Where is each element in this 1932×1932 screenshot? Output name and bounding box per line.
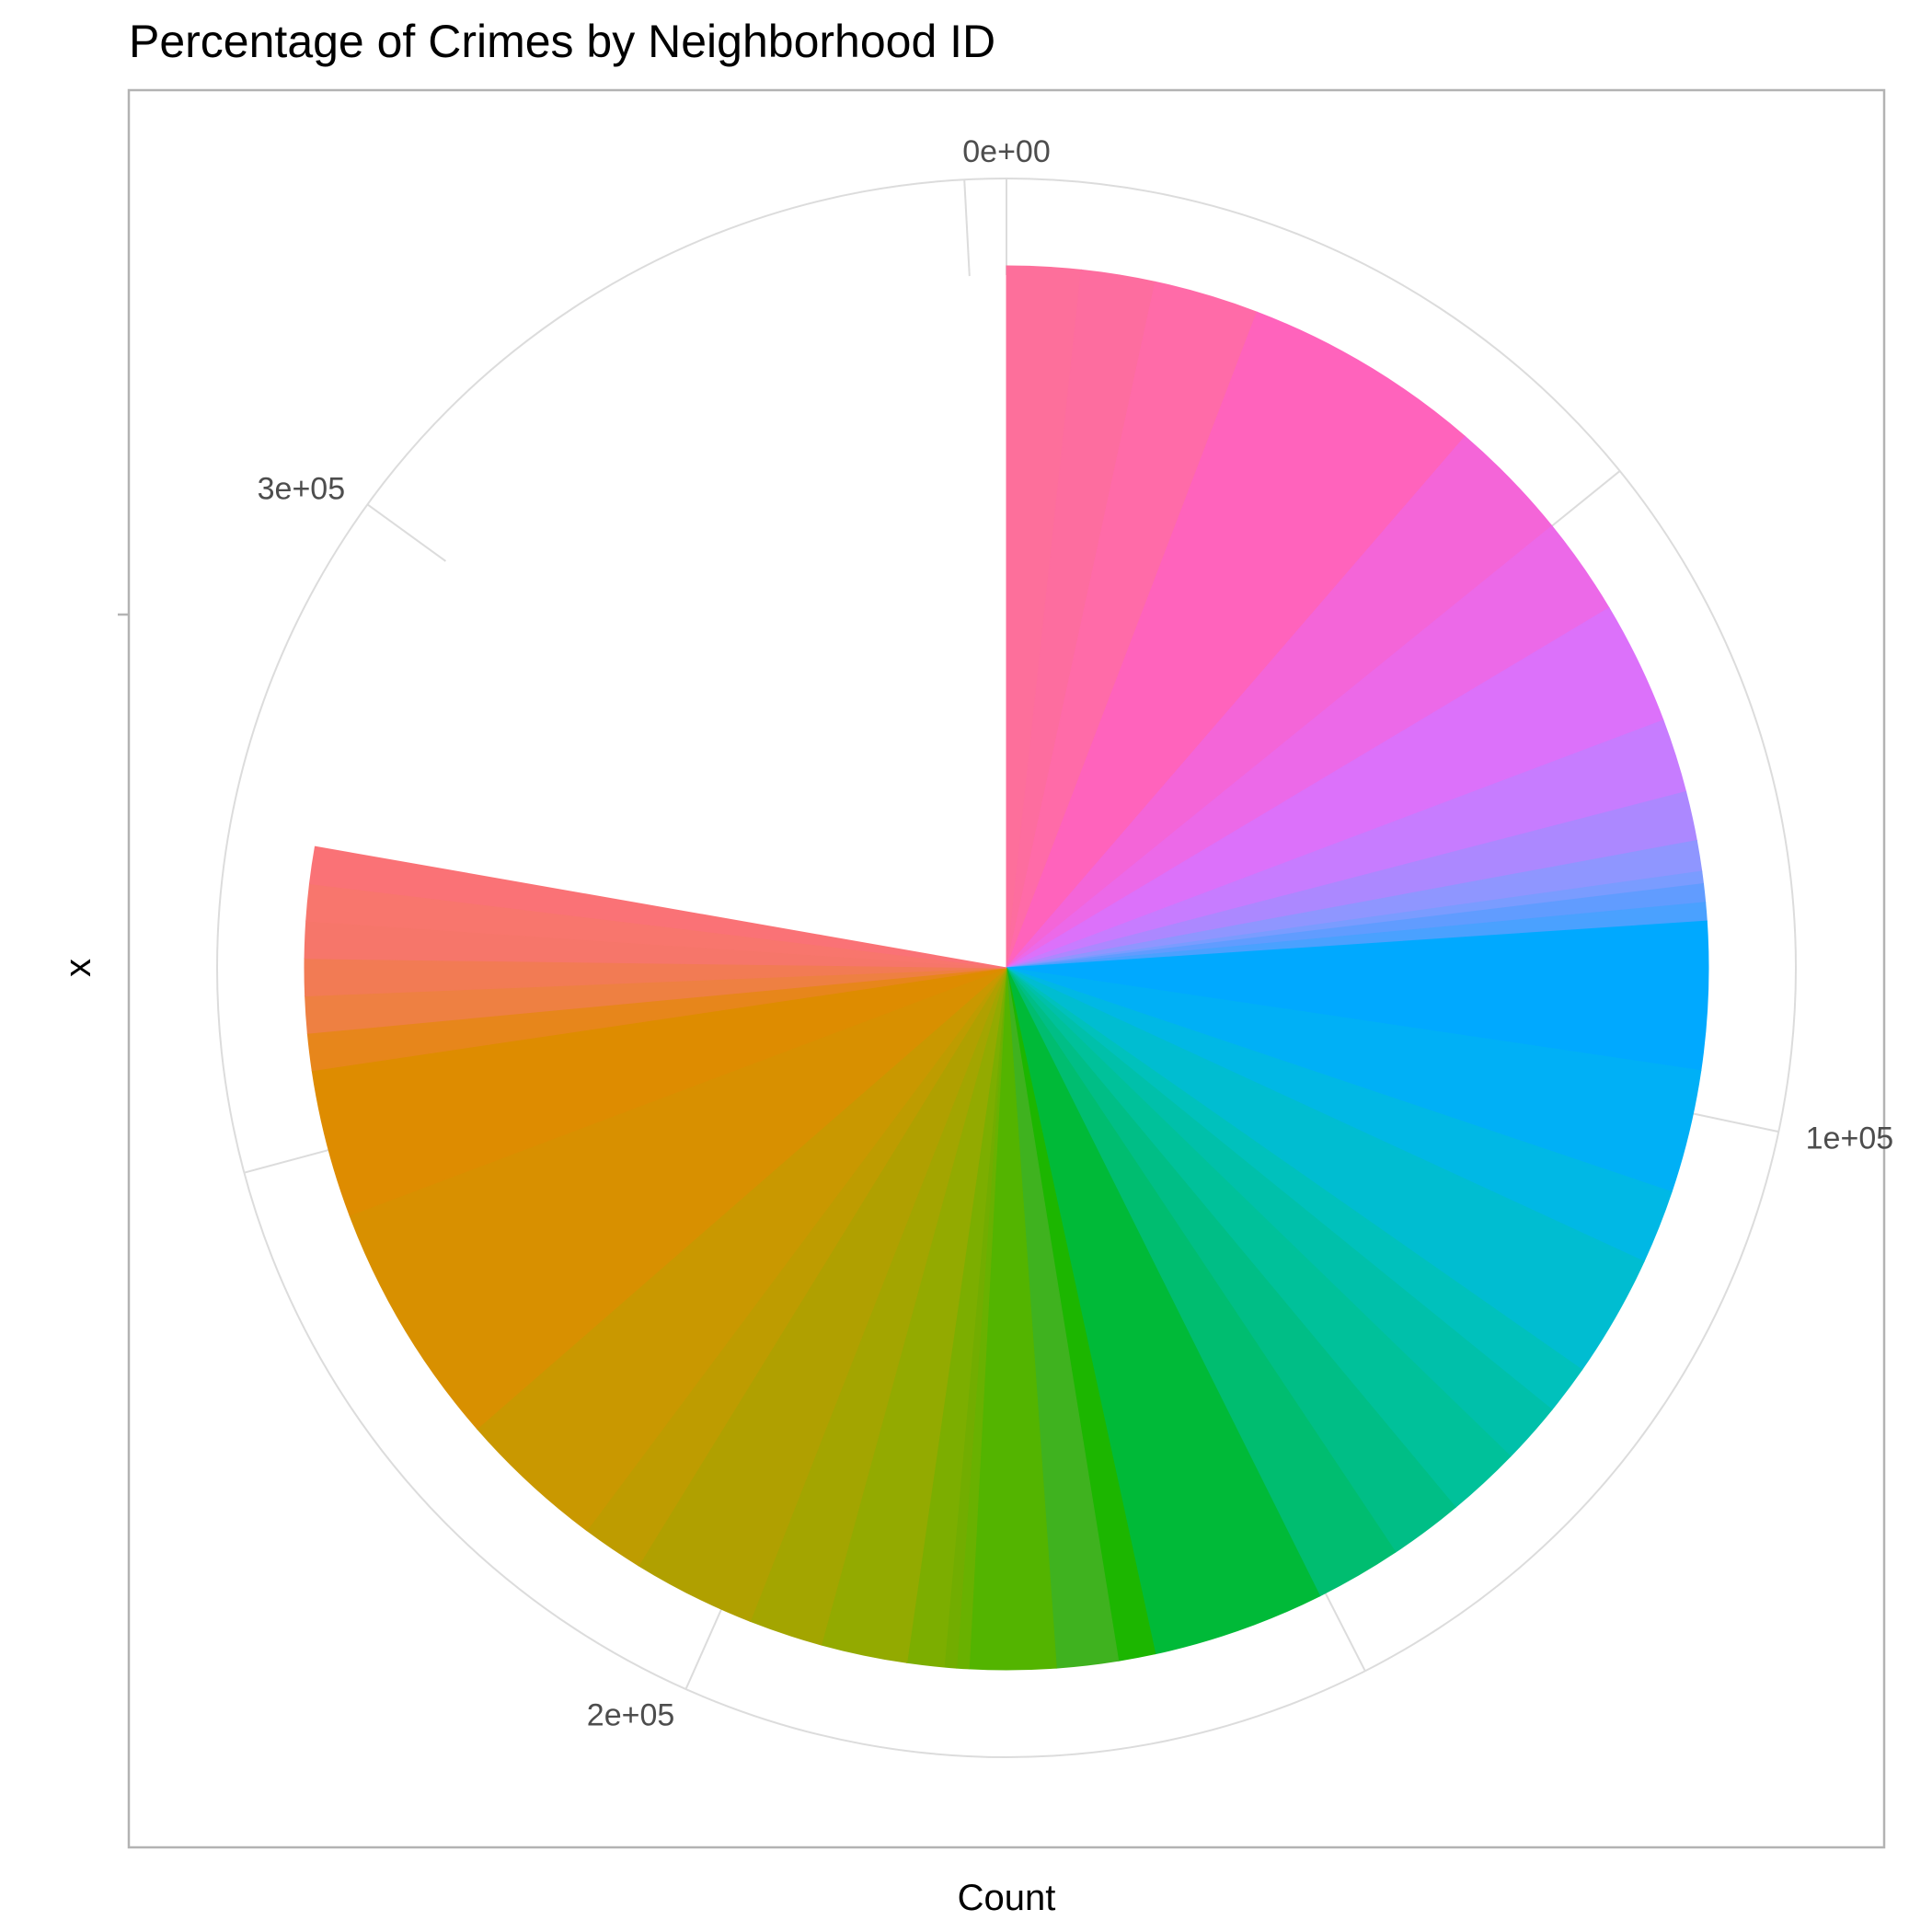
pie-slice-42 — [308, 845, 1007, 969]
theta-tick-label: 3e+05 — [258, 472, 346, 507]
y-axis-title: x — [58, 959, 98, 977]
pie-slices — [304, 265, 1709, 1671]
theta-tick-labels: 0e+00 1e+05 2e+05 3e+05 — [258, 134, 1894, 1732]
theta-tick-label: 2e+05 — [587, 1697, 675, 1732]
grid-spoke — [1684, 1110, 1779, 1133]
pie-slice-23 — [1006, 967, 1321, 1655]
grid-spoke — [963, 179, 971, 277]
panel-border — [127, 88, 1886, 1849]
grid-spoke — [366, 503, 447, 562]
theta-tick-label: 0e+00 — [962, 134, 1051, 169]
pie-slice-35 — [349, 967, 1007, 1430]
chart-title: Percentage of Crimes by Neighborhood ID — [129, 16, 995, 67]
pie-slice-4 — [1006, 311, 1466, 969]
polar-grid — [216, 178, 1797, 1758]
grid-spoke — [684, 1600, 727, 1690]
grid-spoke — [1320, 1584, 1366, 1672]
theta-tick-label: 1e+05 — [1806, 1121, 1894, 1156]
x-axis-title: Count — [958, 1878, 1056, 1918]
grid-spoke — [244, 1146, 339, 1174]
grid-spoke — [1544, 470, 1621, 533]
